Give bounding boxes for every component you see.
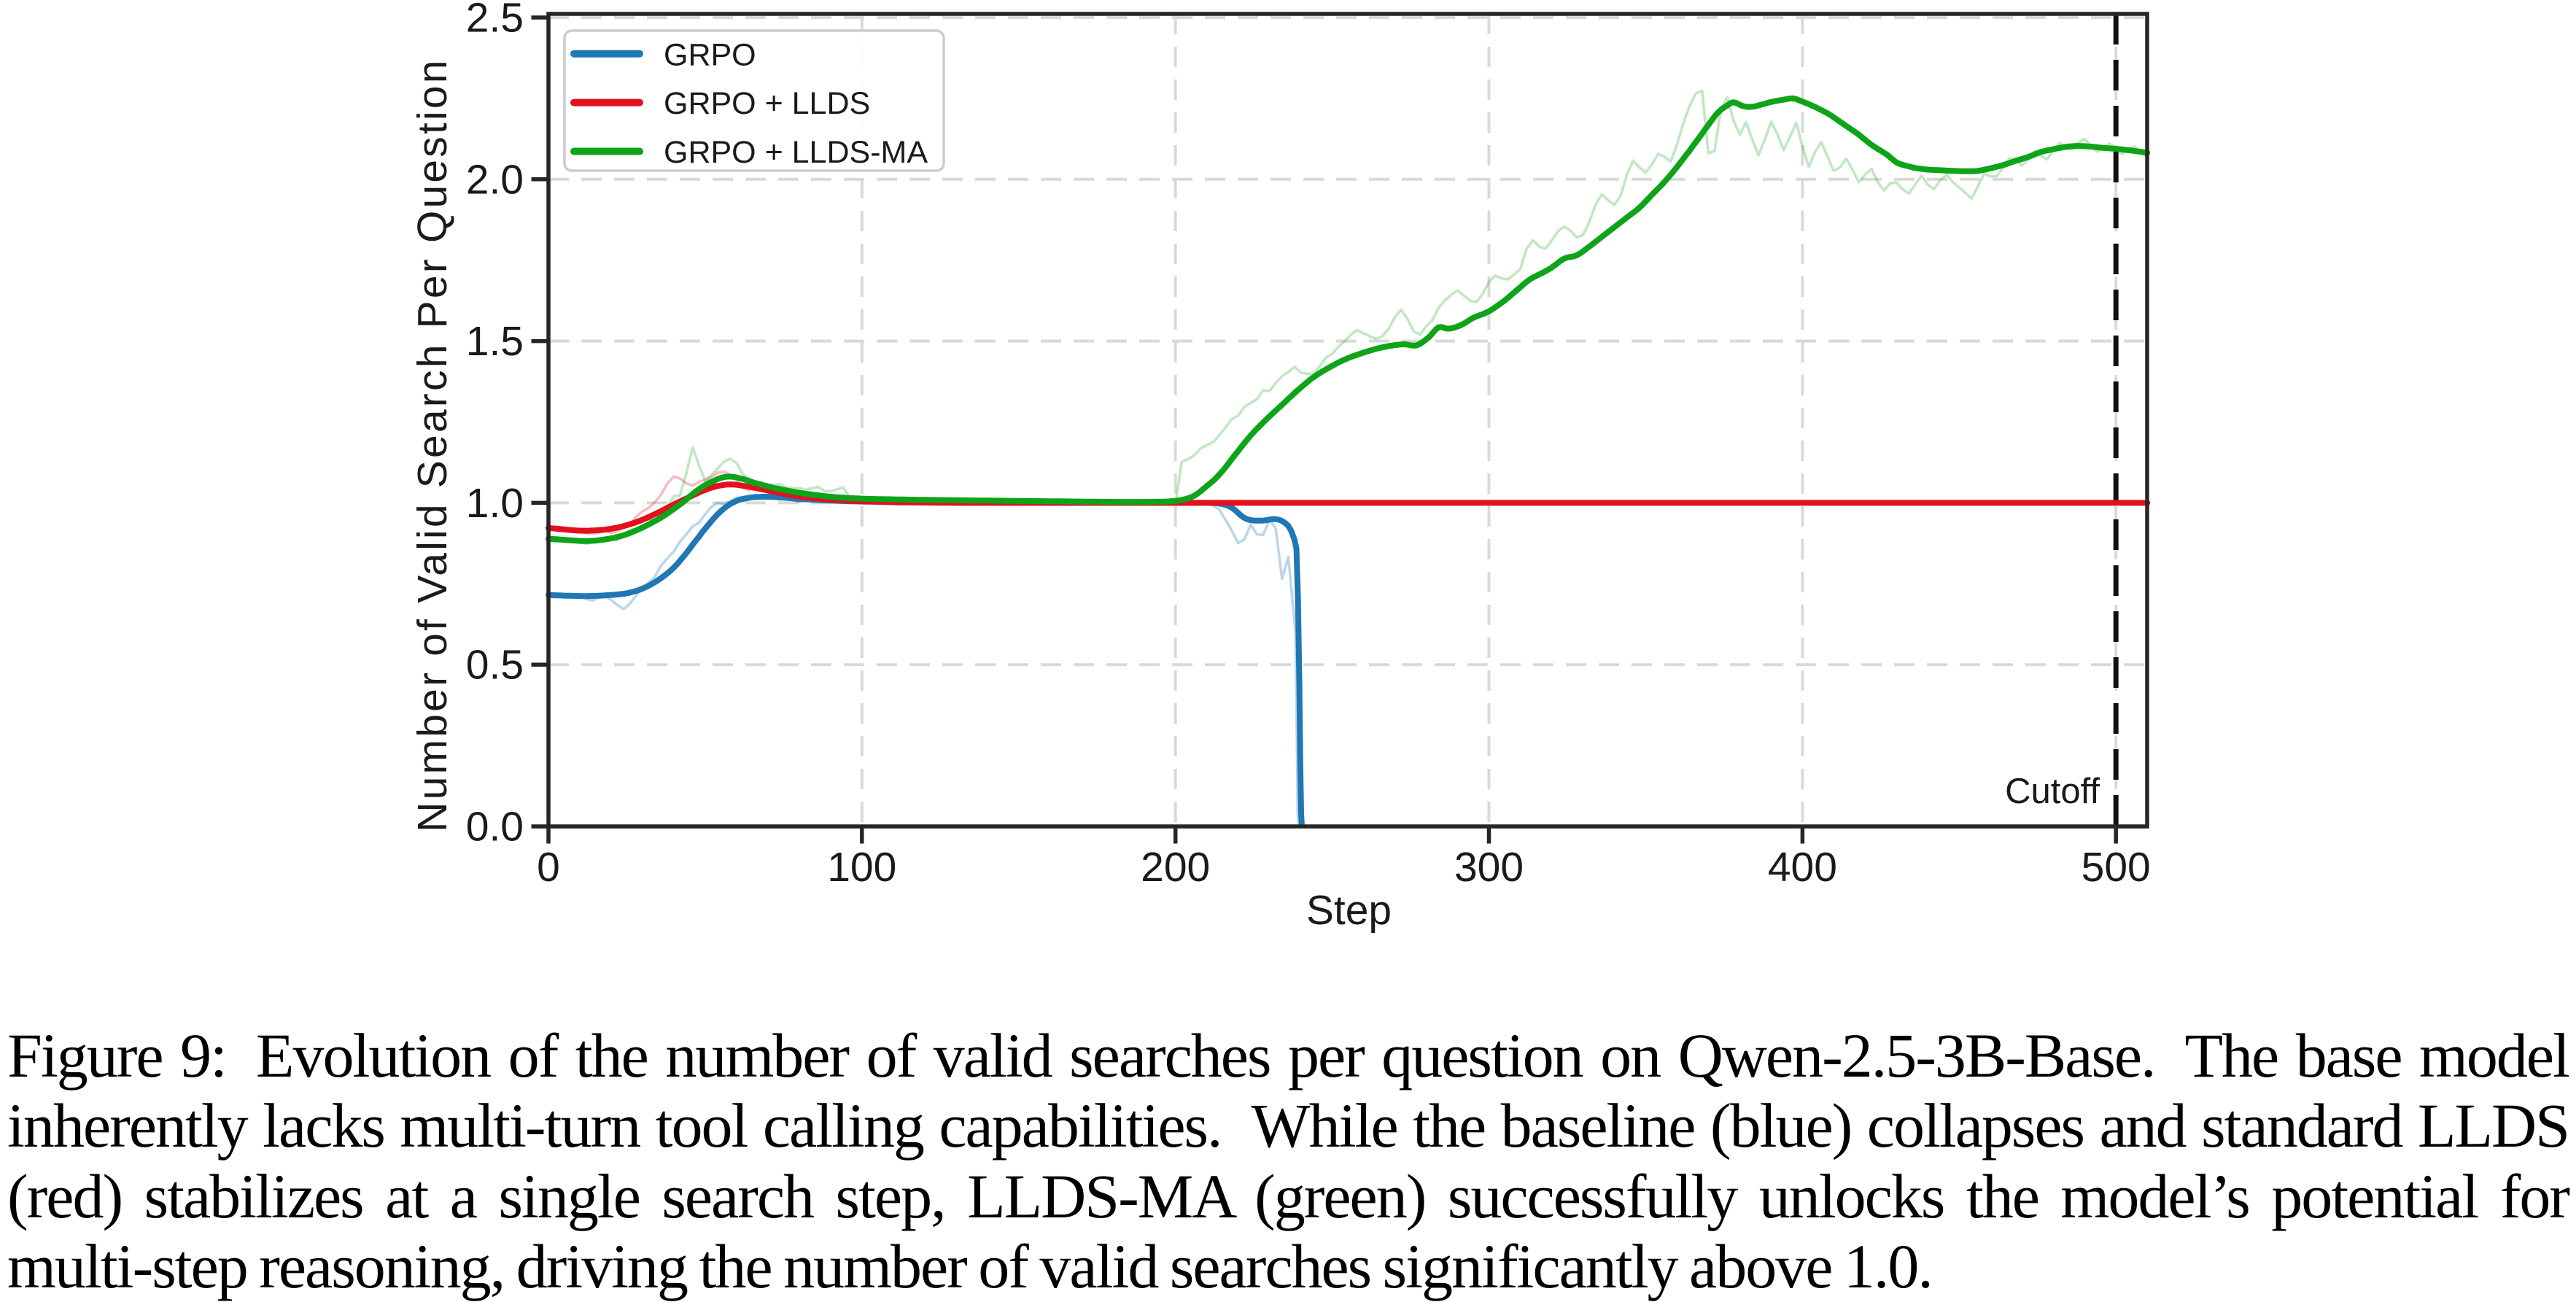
svg-text:Step: Step (1306, 887, 1392, 934)
svg-text:0.0: 0.0 (466, 804, 524, 850)
svg-text:300: 300 (1454, 844, 1524, 891)
svg-text:2.5: 2.5 (466, 0, 524, 42)
svg-text:0: 0 (537, 844, 560, 891)
svg-text:Cutoff: Cutoff (2005, 772, 2100, 811)
svg-text:GRPO: GRPO (664, 37, 756, 72)
svg-text:GRPO + LLDS: GRPO + LLDS (664, 86, 870, 121)
svg-text:400: 400 (1768, 844, 1837, 891)
svg-text:1.5: 1.5 (466, 318, 524, 365)
svg-text:500: 500 (2082, 844, 2151, 891)
svg-text:Number of Valid Search Per Que: Number of Valid Search Per Question (409, 58, 456, 832)
svg-text:100: 100 (827, 844, 896, 891)
svg-text:GRPO + LLDS-MA: GRPO + LLDS-MA (664, 135, 928, 170)
svg-text:1.0: 1.0 (466, 480, 524, 527)
svg-text:0.5: 0.5 (466, 642, 524, 689)
svg-text:2.0: 2.0 (466, 156, 524, 203)
svg-text:200: 200 (1141, 844, 1210, 891)
